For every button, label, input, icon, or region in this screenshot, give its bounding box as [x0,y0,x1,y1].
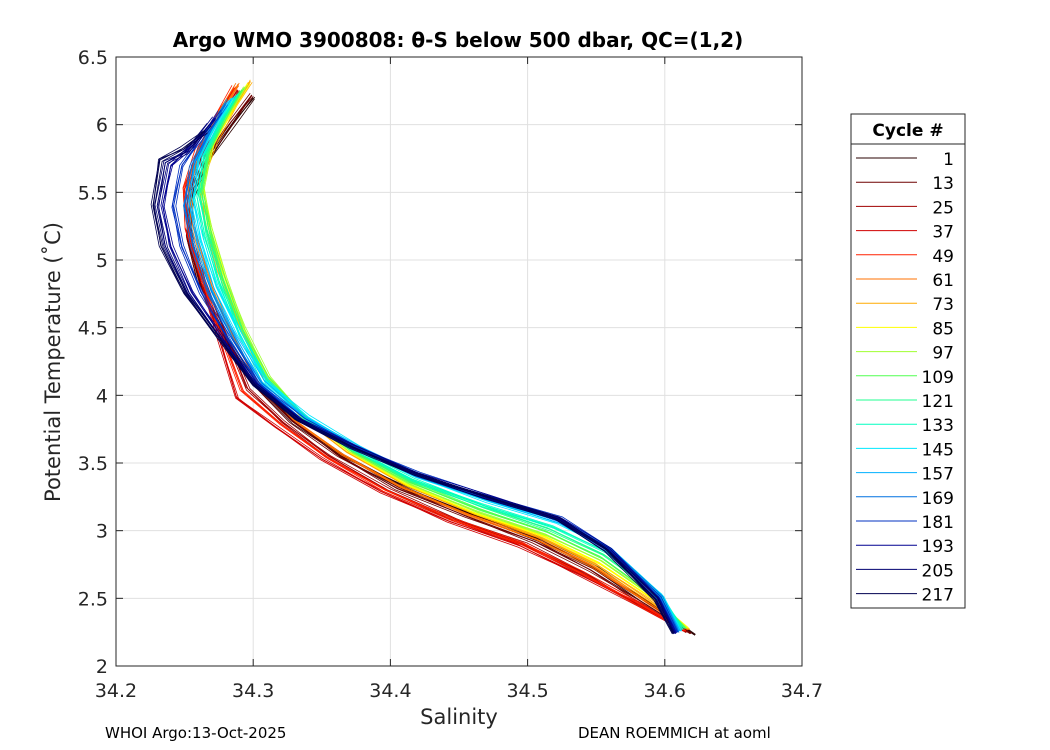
y-tick-label: 4 [96,385,108,407]
series-line-217-profile [150,132,674,634]
legend-label-157: 157 [922,465,954,485]
legend-label-109: 109 [922,368,954,388]
x-axis-label: Salinity [420,705,498,729]
x-tick-label: 34.7 [781,680,823,702]
x-tick-label: 34.3 [232,680,274,702]
legend-label-73: 73 [932,295,954,315]
x-tick-label: 34.2 [95,680,137,702]
y-tick-label: 3.5 [78,453,108,475]
legend: Cycle # 1 13 25 37 49 61 73 85 97 109 121 133 145 157… [850,113,966,609]
y-tick-label: 6 [96,115,108,137]
plot-area [116,57,802,666]
legend-label-205: 205 [922,561,954,581]
y-axis-label: Potential Temperature (˚C) [41,222,65,502]
x-axis: 34.2 34.3 34.4 34.5 34.6 34.7 [95,57,823,702]
legend-title: Cycle # [872,121,943,141]
legend-label-37: 37 [932,223,954,243]
series-line-25-profile [189,89,687,633]
series-line-181-profile [171,109,678,633]
y-tick-label: 4.5 [78,318,108,340]
y-tick-label: 5.5 [78,182,108,204]
legend-label-217: 217 [922,586,954,606]
legend-label-85: 85 [932,319,954,339]
series-line-205 [156,124,675,634]
legend-label-1: 1 [943,150,954,170]
y-tick-label: 6.5 [78,47,108,69]
legend-label-133: 133 [922,416,954,436]
footer-credit: DEAN ROEMMICH at aoml [578,724,771,742]
legend-label-49: 49 [932,247,954,267]
y-tick-label: 2.5 [78,588,108,610]
x-tick-label: 34.4 [369,680,411,702]
legend-label-169: 169 [922,489,954,509]
axes-box [115,56,803,667]
x-tick-label: 34.6 [644,680,686,702]
x-tick-label: 34.5 [506,680,548,702]
y-tick-label: 3 [96,521,108,543]
y-tick-label: 2 [96,656,108,678]
series-line-217-profile [153,130,674,634]
series-layer [150,79,696,636]
legend-label-181: 181 [922,513,954,533]
legend-label-121: 121 [922,392,954,412]
legend-label-193: 193 [922,537,954,557]
legend-label-13: 13 [932,174,954,194]
y-axis: 2 2.5 3 3.5 4 4.5 5 5.5 6 6.5 [78,47,802,678]
legend-label-25: 25 [932,198,954,218]
legend-items: 1 13 25 37 49 61 73 85 97 109 121 133 145 157 169 181 19… [856,150,954,606]
y-tick-label: 5 [96,250,108,272]
legend-label-145: 145 [922,440,954,460]
legend-label-61: 61 [932,271,954,291]
chart-title: Argo WMO 3900808: θ-S below 500 dbar, QC… [173,28,743,52]
legend-label-97: 97 [932,344,954,364]
legend-box [850,113,966,609]
footer-source: WHOI Argo:13-Oct-2025 [105,724,287,742]
